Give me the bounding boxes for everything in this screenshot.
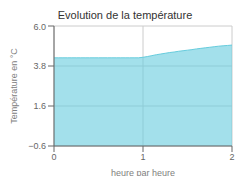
svg-text:0: 0: [51, 152, 56, 162]
svg-text:3.8: 3.8: [33, 61, 46, 71]
svg-text:Température en °C: Température en °C: [9, 48, 19, 124]
svg-text:2: 2: [229, 152, 234, 162]
svg-text:1: 1: [140, 152, 145, 162]
svg-text:−0.6: −0.6: [28, 141, 46, 151]
html-text:Evolution de la température: Evolution de la température: [57, 9, 193, 21]
svg-text:1.6: 1.6: [33, 101, 46, 111]
svg-text:heure par heure: heure par heure: [111, 168, 175, 176]
svg-text:6.0: 6.0: [33, 22, 46, 32]
